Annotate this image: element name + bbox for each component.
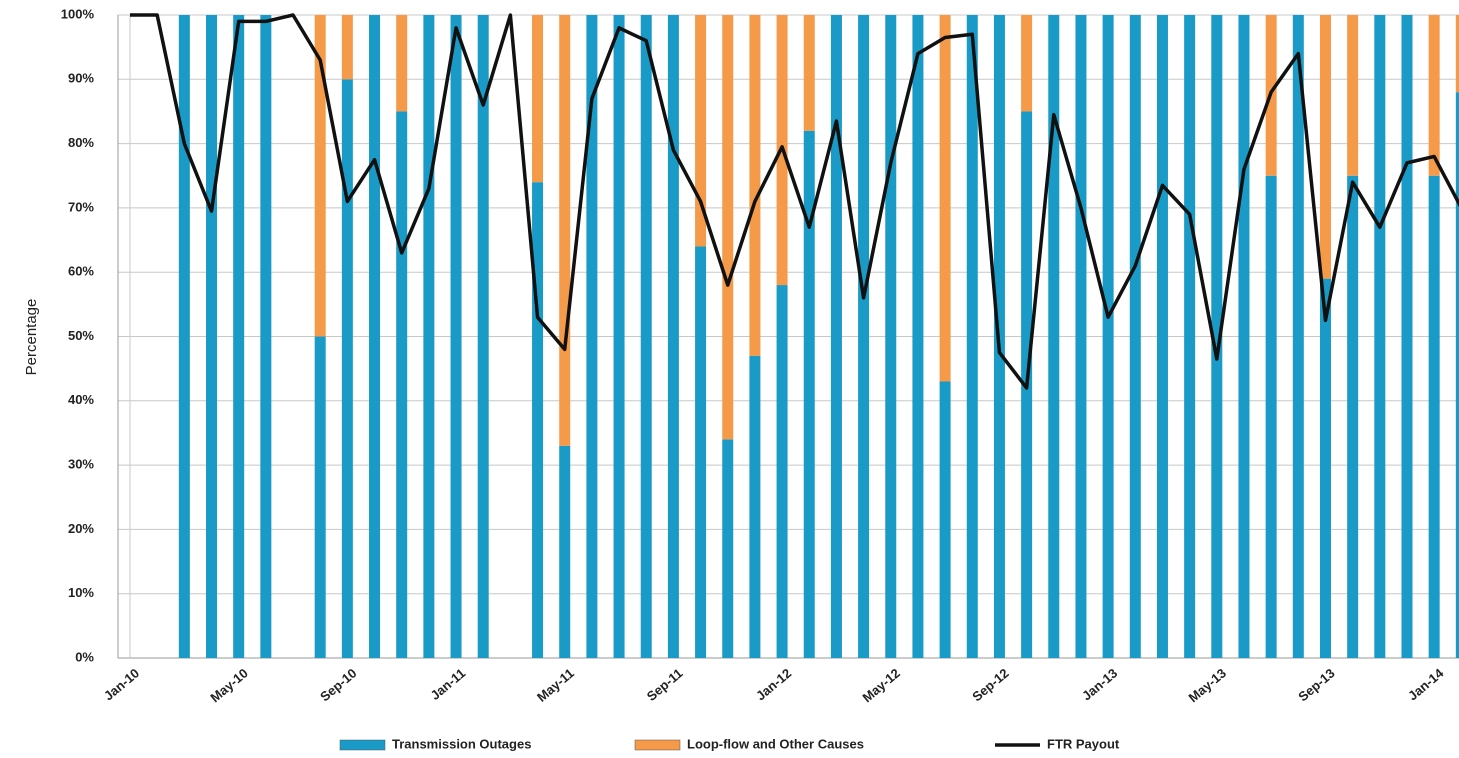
bar [369, 15, 381, 658]
bar [1129, 15, 1141, 658]
bar [1347, 15, 1359, 176]
bar [939, 15, 951, 382]
bar [586, 15, 598, 658]
bar [1238, 15, 1250, 658]
bar [1048, 15, 1060, 658]
y-tick-label: 0% [75, 649, 94, 664]
bar [396, 111, 408, 658]
bar [1455, 15, 1459, 93]
bar [640, 15, 652, 658]
x-tick-label: Sep-12 [969, 665, 1011, 704]
bar [1347, 175, 1359, 658]
x-tick-label: May-11 [534, 665, 577, 704]
legend-label: Loop-flow and Other Causes [687, 736, 864, 751]
x-tick-label: Jan-12 [753, 665, 794, 703]
bar [559, 445, 571, 658]
x-tick-label: Sep-11 [644, 665, 686, 703]
bar [314, 336, 326, 658]
x-tick-label: Jan-11 [428, 665, 469, 703]
x-tick-label: Sep-10 [317, 665, 359, 704]
y-axis-label: Percentage [23, 299, 40, 376]
bar [1075, 15, 1087, 658]
bar [722, 439, 734, 658]
legend-swatch [339, 739, 386, 751]
bar [559, 15, 571, 446]
bar [939, 381, 951, 658]
bar [966, 15, 978, 658]
bar [1319, 15, 1331, 279]
bar [341, 15, 353, 80]
y-tick-label: 30% [68, 457, 94, 472]
bar [1021, 15, 1033, 112]
legend-label: Transmission Outages [392, 736, 531, 751]
bar [206, 15, 218, 658]
bar [423, 15, 435, 658]
bar [776, 285, 788, 658]
bar [532, 15, 544, 183]
x-tick-label: May-13 [1186, 665, 1229, 705]
y-tick-label: 40% [68, 392, 94, 407]
legend-swatch [634, 739, 681, 751]
bar [695, 15, 707, 247]
x-tick-label: May-10 [207, 665, 250, 705]
y-tick-label: 50% [68, 328, 94, 343]
bar [803, 130, 815, 659]
bar [749, 355, 761, 658]
y-tick-label: 60% [68, 264, 94, 279]
line [130, 13, 1459, 390]
y-tick-label: 100% [61, 6, 95, 21]
bar [396, 15, 408, 112]
bar [830, 15, 842, 658]
bar [477, 15, 489, 658]
bar [885, 15, 897, 658]
bar [532, 182, 544, 658]
bar [1156, 15, 1168, 658]
bar [613, 15, 625, 658]
bar [912, 15, 924, 658]
bar [749, 15, 761, 356]
bar [1211, 15, 1223, 658]
bar [1455, 92, 1459, 658]
bar [1292, 15, 1304, 658]
bar [1265, 175, 1277, 658]
bar [1428, 15, 1440, 176]
x-tick-label: Jan-14 [1405, 665, 1447, 703]
bar [803, 15, 815, 131]
bar [1319, 278, 1331, 658]
bar [178, 15, 190, 658]
bar [667, 15, 679, 658]
y-tick-label: 70% [68, 199, 94, 214]
y-tick-label: 90% [68, 71, 94, 86]
bar [1184, 15, 1196, 658]
bar [1401, 15, 1413, 658]
y-tick-label: 10% [68, 585, 94, 600]
legend-label: FTR Payout [1047, 736, 1120, 751]
x-tick-label: Jan-13 [1079, 665, 1120, 703]
bar [233, 15, 245, 658]
bar [858, 15, 870, 658]
bar [1374, 15, 1386, 658]
bar [1428, 175, 1440, 658]
x-tick-label: May-12 [859, 665, 902, 705]
x-tick-label: Sep-13 [1295, 665, 1337, 704]
y-tick-label: 80% [68, 135, 94, 150]
y-tick-label: 20% [68, 521, 94, 536]
bar [1102, 15, 1114, 658]
bar [695, 246, 707, 659]
bar [314, 15, 326, 337]
bar [341, 79, 353, 659]
x-tick-label: Jan-10 [101, 665, 142, 703]
bar [722, 15, 734, 440]
bar [260, 15, 272, 658]
bar [450, 15, 462, 658]
